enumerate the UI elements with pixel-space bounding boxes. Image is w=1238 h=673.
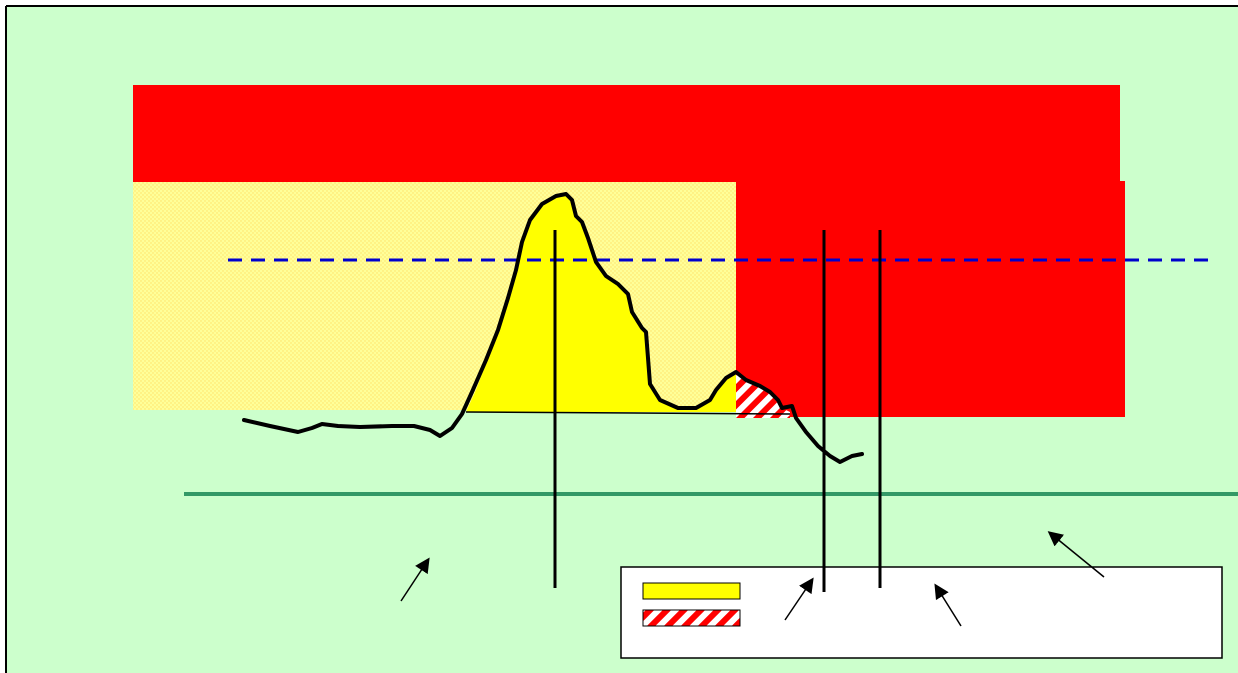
legend-swatch-yellow <box>642 582 741 600</box>
arrow-legend-2 <box>934 583 962 627</box>
legend-swatch-hatched <box>642 609 741 627</box>
fill-baseline <box>465 411 791 415</box>
arrow-right <box>1047 531 1105 578</box>
red-zone-top <box>133 85 1120 182</box>
red-zone-right <box>736 181 1125 417</box>
arrow-legend-1 <box>784 577 814 621</box>
signal-curve <box>242 192 864 464</box>
arrow-left <box>400 557 430 602</box>
peak-fill-area <box>466 194 736 412</box>
